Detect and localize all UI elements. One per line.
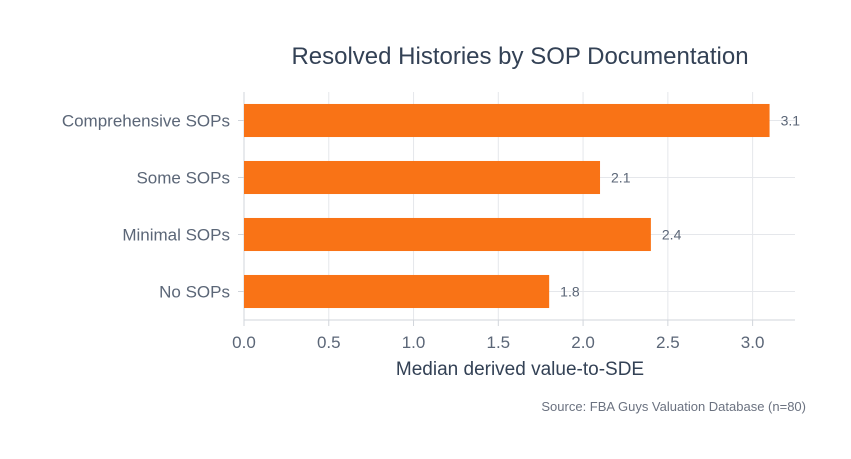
category-label: Minimal SOPs (122, 226, 230, 245)
x-axis-title: Median derived value-to-SDE (396, 359, 644, 380)
category-label: Comprehensive SOPs (62, 112, 230, 131)
x-tick-label: 1.5 (486, 333, 510, 352)
category-label: Some SOPs (136, 169, 230, 188)
category-label: No SOPs (159, 283, 230, 302)
x-tick-label: 0.5 (317, 333, 341, 352)
x-tick-label: 0.0 (232, 333, 256, 352)
x-tick-label: 2.5 (656, 333, 680, 352)
bar (244, 274, 550, 309)
bar (244, 217, 651, 252)
bar-value-label: 2.4 (662, 227, 682, 243)
source-note: Source: FBA Guys Valuation Database (n=8… (541, 399, 806, 414)
x-tick-label: 1.0 (402, 333, 426, 352)
bar-layer (244, 103, 770, 309)
chart-title: Resolved Histories by SOP Documentation (291, 43, 748, 70)
bar (244, 103, 770, 138)
x-tick-label: 2.0 (571, 333, 595, 352)
bar (244, 160, 601, 195)
label-layer: 0.0 0.5 1.0 1.5 2.0 2.5 3.0 Comprehensive SOPs 3… (62, 112, 800, 353)
bar-value-label: 1.8 (560, 284, 580, 300)
bar-value-label: 3.1 (781, 113, 801, 129)
x-tick-label: 3.0 (741, 333, 765, 352)
bar-value-label: 2.1 (611, 170, 631, 186)
